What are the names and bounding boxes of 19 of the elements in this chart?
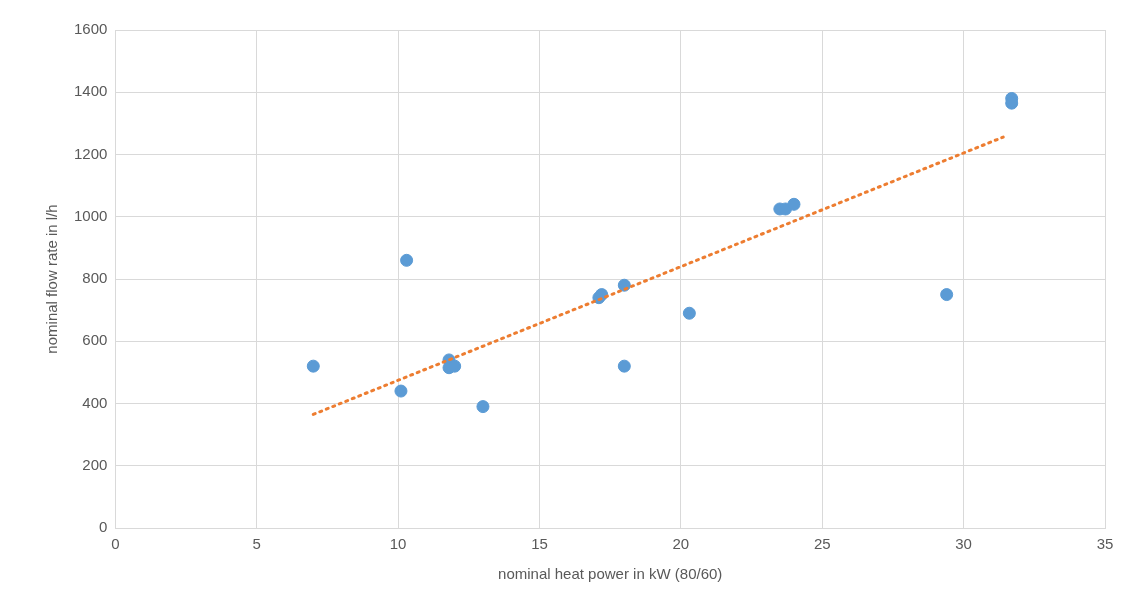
x-tick-label: 30 — [955, 535, 972, 553]
y-tick-label: 1000 — [73, 206, 108, 224]
y-tick-label: 600 — [82, 331, 108, 349]
x-tick-label: 20 — [672, 535, 690, 553]
y-tick-label: 1200 — [73, 144, 108, 162]
x-tick-label: 15 — [531, 535, 548, 553]
x-axis-title: nominal heat power in kW (80/60) — [498, 565, 723, 583]
y-tick-label: 400 — [82, 393, 108, 411]
x-tick-label: 35 — [1096, 535, 1114, 553]
y-tick-label: 0 — [99, 518, 108, 536]
y-tick-label: 1600 — [73, 20, 108, 38]
x-tick-label: 25 — [813, 535, 831, 553]
y-tick-label: 1400 — [73, 82, 108, 100]
x-tick-label: 0 — [111, 535, 120, 553]
x-tick-label: 5 — [252, 535, 261, 553]
x-tick-label: 10 — [389, 535, 407, 553]
y-axis-title: nominal flow rate in l/h — [43, 204, 61, 354]
y-tick-label: 800 — [82, 269, 108, 287]
y-tick-label: 200 — [82, 455, 108, 473]
